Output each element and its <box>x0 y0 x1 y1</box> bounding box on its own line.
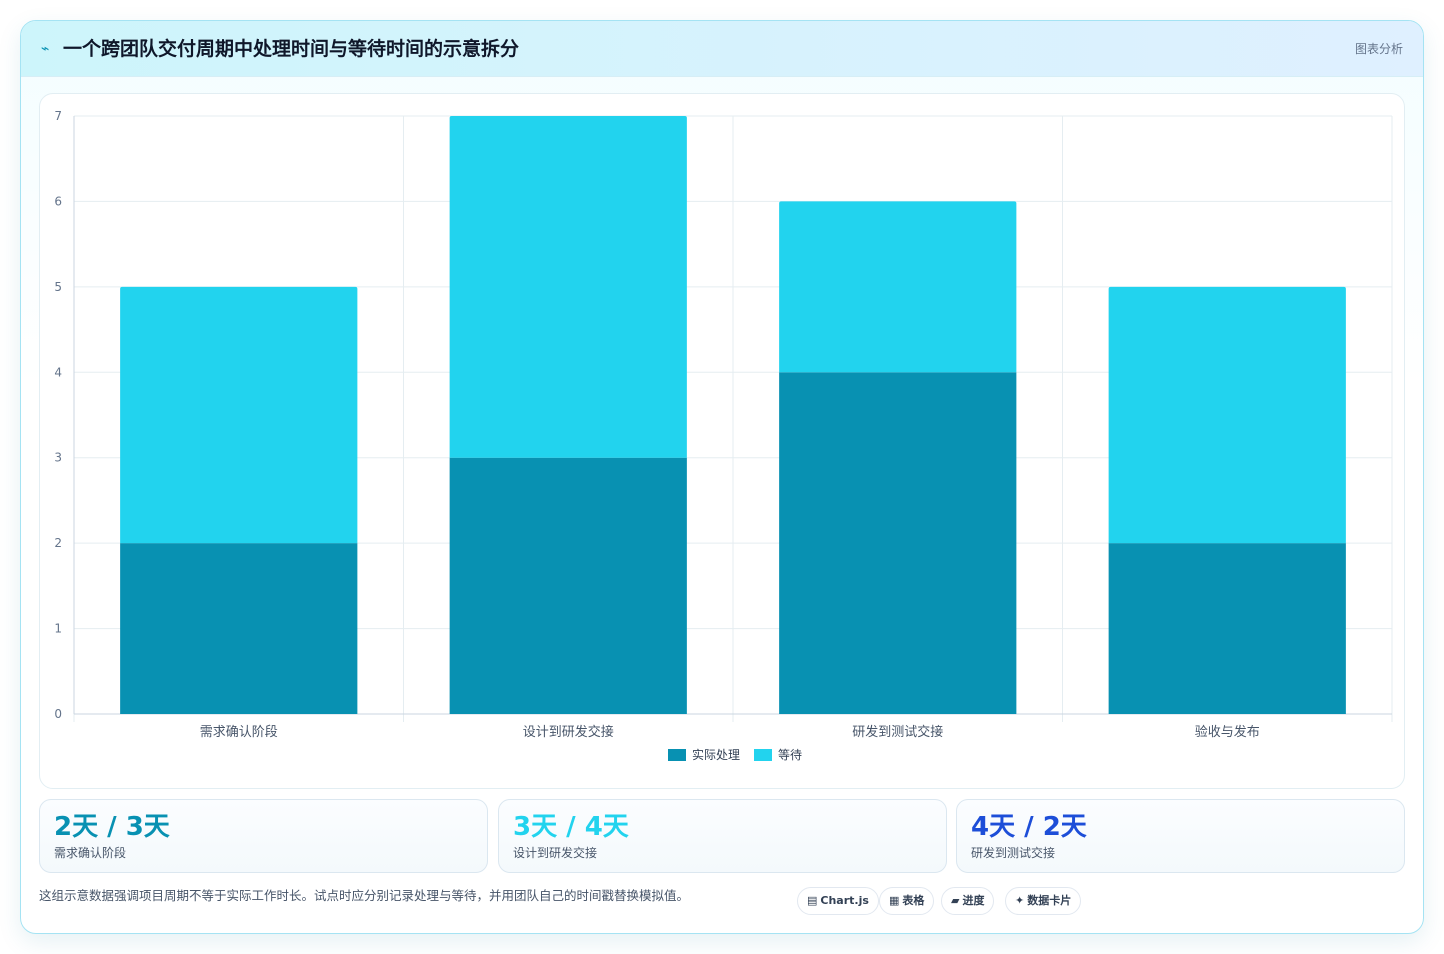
stat-label: 需求确认阶段 <box>54 846 127 860</box>
footer-note: 这组示意数据强调项目周期不等于实际工作时长。试点时应分别记录处理与等待，并用团队… <box>39 888 690 903</box>
bar-segment-waiting <box>449 116 687 458</box>
bar-segment-waiting <box>1108 286 1346 544</box>
progress-icon: ▰ <box>951 894 960 907</box>
y-tick-label: 6 <box>54 194 62 208</box>
bar-segment-waiting <box>120 286 358 544</box>
y-tick-label: 7 <box>54 109 62 123</box>
tag-label: 数据卡片 <box>1027 894 1072 907</box>
stat-label: 研发到测试交接 <box>971 846 1056 860</box>
bar-segment-processing <box>779 372 1017 714</box>
bar-segment-processing <box>1108 543 1346 714</box>
page-title: 一个跨团队交付周期中处理时间与等待时间的示意拆分 <box>63 38 520 60</box>
category-badge: 图表分析 <box>1354 42 1403 56</box>
bar-segment-processing <box>449 457 687 714</box>
stat-card-1: 2天 / 3天 需求确认阶段 <box>39 799 488 873</box>
bar-segment-processing <box>120 543 358 714</box>
stat-card-2: 3天 / 4天 设计到研发交接 <box>498 799 947 873</box>
stat-label: 设计到研发交接 <box>513 846 598 860</box>
chart-panel: 0 1 2 3 4 5 6 7 需求确认阶段 设计到研发交接 研发到测试交接 验收与发布实际处理 等待 <box>39 93 1405 789</box>
stat-card-3: 4天 / 2天 研发到测试交接 <box>956 799 1405 873</box>
stat-value: 3天 / 4天 <box>513 812 629 842</box>
tag-table[interactable]: ▦ 表格 <box>879 887 935 915</box>
y-tick-label: 0 <box>54 707 62 721</box>
tag-label: Chart.js <box>820 894 869 907</box>
tag-progress[interactable]: ▰ 进度 <box>941 887 995 915</box>
x-tick-label: 研发到测试交接 <box>852 724 943 740</box>
chart-icon: ▤ <box>807 894 818 907</box>
legend-label: 实际处理 <box>692 747 740 762</box>
tag-chartjs[interactable]: ▤ Chart.js <box>797 887 879 915</box>
tag-label: 表格 <box>902 894 925 907</box>
card-header: ⌁ 一个跨团队交付周期中处理时间与等待时间的示意拆分 图表分析 <box>21 21 1423 77</box>
x-tick-label: 验收与发布 <box>1195 724 1260 740</box>
y-tick-label: 4 <box>54 365 62 379</box>
x-tick-label: 需求确认阶段 <box>200 725 278 740</box>
tag-data-card[interactable]: ✦ 数据卡片 <box>1005 887 1082 915</box>
bar-segment-waiting <box>779 201 1017 373</box>
data-card-icon: ✦ <box>1015 894 1025 907</box>
legend-swatch <box>754 749 772 761</box>
table-icon: ▦ <box>889 894 900 907</box>
y-tick-label: 1 <box>54 622 62 636</box>
y-tick-label: 5 <box>54 280 62 294</box>
tag-label: 进度 <box>962 894 985 907</box>
y-tick-label: 3 <box>54 451 62 465</box>
stat-cards: 2天 / 3天 需求确认阶段 3天 / 4天 设计到研发交接 4天 / 2天 研… <box>39 799 1405 873</box>
legend-label: 等待 <box>778 748 802 762</box>
x-tick-label: 设计到研发交接 <box>523 724 614 740</box>
stat-value: 2天 / 3天 <box>54 812 170 842</box>
y-tick-label: 2 <box>54 536 62 550</box>
stat-value: 4天 / 2天 <box>971 812 1087 842</box>
chart-card: ⌁ 一个跨团队交付周期中处理时间与等待时间的示意拆分 图表分析 0 1 2 3 4 5 6 7… <box>20 20 1424 934</box>
spark-icon: ⌁ <box>41 41 50 57</box>
legend-swatch <box>668 749 686 761</box>
